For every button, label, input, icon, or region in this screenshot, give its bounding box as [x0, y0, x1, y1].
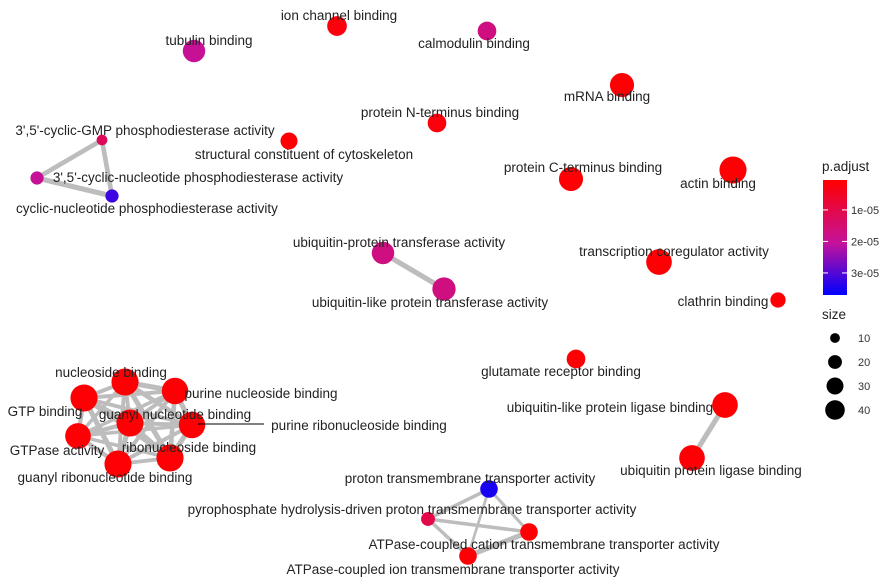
- node-guanyl-nucleotide-binding[interactable]: [116, 409, 144, 437]
- node-label-gtpase-activity: GTPase activity: [10, 443, 105, 458]
- node-ubiquitin-protein-transferase-activity[interactable]: [371, 241, 395, 265]
- node-ubiquitin-protein-ligase-binding[interactable]: [679, 445, 705, 471]
- color-legend-bar: [823, 180, 847, 295]
- edge-proton-transmembrane-transporter-activity--atpase-coupled-ion-transmembrane-transporter-activity: [466, 487, 491, 558]
- node-label-atpase-coupled-cation-transmembrane-transporter-activity: ATPase-coupled cation transmembrane tran…: [369, 537, 720, 552]
- node-atpase-coupled-cation-transmembrane-transporter-activity[interactable]: [520, 523, 538, 541]
- node-label-3-5-cyclic-gmp-phosphodiesterase-activity: 3',5'-cyclic-GMP phosphodiesterase activ…: [15, 123, 275, 138]
- node-label-ribonucleoside-binding: ribonucleoside binding: [122, 440, 256, 455]
- node-atpase-coupled-ion-transmembrane-transporter-activity[interactable]: [459, 547, 477, 565]
- edge-gtpase-activity--ribonucleoside-binding: [76, 434, 172, 460]
- node-glutamate-receptor-binding[interactable]: [566, 349, 586, 369]
- size-legend-title: size: [822, 307, 846, 322]
- node-structural-constituent-of-cytoskeleton[interactable]: [280, 132, 298, 150]
- legend: p.adjust 1e-05 2e-05 3e-05 size 10 20 30 40: [822, 159, 879, 420]
- node-label-ubiquitin-like-protein-ligase-binding: ubiquitin-like protein ligase binding: [507, 400, 713, 415]
- size-key-label: 40: [858, 405, 870, 417]
- edge-proton-transmembrane-transporter-activity--atpase-coupled-cation-transmembrane-transporter-activity: [487, 487, 531, 534]
- node-label-pyrophosphate-hydrolysis-driven-proton-transmembrane-transporter-activity: pyrophosphate hydrolysis-driven proton t…: [188, 502, 637, 517]
- edge-3-5-cyclic-gmp-phosphodiesterase-activity--3-5-cyclic-nucleotide-phosphodiesterase-activity: [34, 137, 105, 181]
- size-key-circle: [828, 355, 842, 369]
- edge-proton-transmembrane-transporter-activity--pyrophosphate-hydrolysis-driven-proton-transmembrane-transporter-activity: [426, 487, 491, 521]
- node-label-clathrin-binding: clathrin binding: [678, 294, 769, 309]
- node-actin-binding[interactable]: [719, 156, 747, 184]
- edge-gtp-binding--purine-ribonucleoside-binding: [82, 396, 194, 427]
- node-label-transcription-coregulator-activity: transcription coregulator activity: [579, 244, 769, 259]
- size-key-circle: [826, 377, 844, 395]
- node-label-ion-channel-binding: ion channel binding: [281, 8, 397, 23]
- node-calmodulin-binding[interactable]: [477, 21, 497, 41]
- node-ribonucleoside-binding[interactable]: [156, 444, 184, 472]
- labels-layer: ion channel binding calmodulin binding tub…: [8, 8, 802, 577]
- size-key-label: 20: [858, 357, 870, 369]
- node-label-ubiquitin-protein-ligase-binding: ubiquitin protein ligase binding: [620, 463, 802, 478]
- node-gtp-binding[interactable]: [70, 384, 98, 412]
- node-label-glutamate-receptor-binding: glutamate receptor binding: [481, 364, 641, 379]
- color-tick-label: 2e-05: [851, 236, 879, 248]
- node-label-mrna-binding: mRNA binding: [564, 89, 650, 104]
- node-purine-nucleoside-binding[interactable]: [161, 377, 189, 405]
- node-ubiquitin-like-protein-ligase-binding[interactable]: [712, 392, 738, 418]
- node-clathrin-binding[interactable]: [770, 292, 786, 308]
- node-label-proton-transmembrane-transporter-activity: proton transmembrane transporter activit…: [345, 471, 596, 486]
- node-label-protein-c-terminus-binding: protein C-terminus binding: [504, 160, 662, 175]
- node-ion-channel-binding[interactable]: [327, 16, 347, 36]
- edge-ubiquitin-protein-transferase-activity--ubiquitin-like-protein-transferase-activity: [380, 250, 447, 292]
- node-mrna-binding[interactable]: [609, 72, 635, 98]
- node-proton-transmembrane-transporter-activity[interactable]: [480, 480, 498, 498]
- node-label-ubiquitin-like-protein-transferase-activity: ubiquitin-like protein transferase activ…: [312, 295, 549, 310]
- size-key-circle: [825, 400, 845, 420]
- edge-atpase-coupled-cation-transmembrane-transporter-activity--atpase-coupled-ion-transmembrane-transporter-activity: [465, 529, 532, 559]
- color-tick-label: 1e-05: [851, 205, 879, 217]
- node-label-guanyl-nucleotide-binding: guanyl nucleotide binding: [99, 407, 251, 422]
- node-label-actin-binding: actin binding: [680, 176, 756, 191]
- size-key-circle: [830, 333, 840, 343]
- node-label-3-5-cyclic-nucleotide-phosphodiesterase-activity: 3',5'-cyclic-nucleotide phosphodiesteras…: [53, 170, 344, 185]
- node-nucleoside-binding[interactable]: [111, 368, 139, 396]
- node-label-cyclic-nucleotide-phosphodiesterase-activity: cyclic-nucleotide phosphodiesterase acti…: [16, 201, 278, 216]
- node-protein-n-terminus-binding[interactable]: [427, 113, 447, 133]
- edge-purine-ribonucleoside-binding--guanyl-ribonucleotide-binding: [116, 423, 194, 466]
- node-label-structural-constituent-of-cytoskeleton: structural constituent of cytoskeleton: [195, 147, 413, 162]
- node-label-tubulin-binding: tubulin binding: [165, 33, 252, 48]
- node-pyrophosphate-hydrolysis-driven-proton-transmembrane-transporter-activity[interactable]: [421, 512, 435, 526]
- color-legend-title: p.adjust: [822, 159, 870, 174]
- edge-pyrophosphate-hydrolysis-driven-proton-transmembrane-transporter-activity--atpase-coupled-cation-transmembrane-transporter-activity: [426, 517, 531, 534]
- size-key-label: 30: [858, 381, 870, 393]
- node-label-guanyl-ribonucleotide-binding: guanyl ribonucleotide binding: [18, 470, 193, 485]
- size-key-label: 10: [858, 333, 870, 345]
- node-label-gtp-binding: GTP binding: [8, 404, 83, 419]
- color-legend-ticks: 1e-05 2e-05 3e-05: [823, 205, 879, 280]
- size-legend-keys: 10 20 30 40: [825, 333, 870, 420]
- node-label-purine-ribonucleoside-binding: purine ribonucleoside binding: [271, 418, 447, 433]
- edge-3-5-cyclic-nucleotide-phosphodiesterase-activity--cyclic-nucleotide-phosphodiesterase-activity: [34, 175, 115, 199]
- node-purine-ribonucleoside-binding[interactable]: [178, 411, 206, 439]
- nodes-layer: [30, 16, 786, 565]
- node-label-purine-nucleoside-binding: purine nucleoside binding: [184, 386, 337, 401]
- node-ubiquitin-like-protein-transferase-activity[interactable]: [432, 277, 456, 301]
- node-guanyl-ribonucleotide-binding[interactable]: [104, 450, 132, 478]
- node-3-5-cyclic-nucleotide-phosphodiesterase-activity[interactable]: [30, 171, 44, 185]
- node-gtpase-activity[interactable]: [65, 423, 91, 449]
- node-label-nucleoside-binding: nucleoside binding: [55, 365, 167, 380]
- edge-purine-nucleoside-binding--guanyl-ribonucleotide-binding: [116, 389, 177, 466]
- node-label-atpase-coupled-ion-transmembrane-transporter-activity: ATPase-coupled ion transmembrane transpo…: [287, 562, 620, 577]
- node-tubulin-binding[interactable]: [182, 39, 206, 63]
- node-protein-c-terminus-binding[interactable]: [558, 166, 584, 192]
- edge-3-5-cyclic-gmp-phosphodiesterase-activity--cyclic-nucleotide-phosphodiesterase-activity: [99, 137, 115, 199]
- node-cyclic-nucleotide-phosphodiesterase-activity[interactable]: [105, 189, 119, 203]
- node-label-calmodulin-binding: calmodulin binding: [418, 36, 530, 51]
- node-label-protein-n-terminus-binding: protein N-terminus binding: [361, 105, 519, 120]
- node-transcription-coregulator-activity[interactable]: [646, 249, 672, 275]
- color-tick-label: 3e-05: [851, 268, 879, 280]
- edge-pyrophosphate-hydrolysis-driven-proton-transmembrane-transporter-activity--atpase-coupled-ion-transmembrane-transporter-activity: [426, 517, 470, 558]
- node-label-ubiquitin-protein-transferase-activity: ubiquitin-protein transferase activity: [293, 235, 506, 250]
- node-3-5-cyclic-gmp-phosphodiesterase-activity[interactable]: [96, 134, 108, 146]
